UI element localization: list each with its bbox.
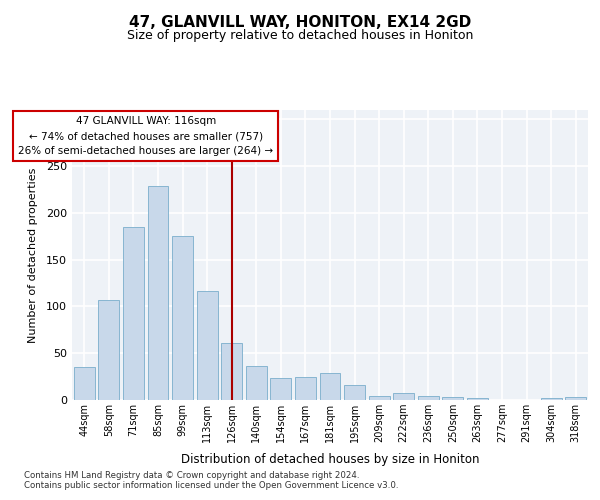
Bar <box>221 343 242 400</box>
Bar <box>123 227 144 400</box>
Bar <box>541 398 562 400</box>
Bar <box>246 366 267 400</box>
Bar <box>368 396 389 400</box>
Bar <box>74 368 95 400</box>
Bar <box>172 236 193 400</box>
Y-axis label: Number of detached properties: Number of detached properties <box>28 168 38 342</box>
Bar <box>467 398 488 400</box>
Text: Contains HM Land Registry data © Crown copyright and database right 2024.
Contai: Contains HM Land Registry data © Crown c… <box>24 470 398 490</box>
Text: 47 GLANVILL WAY: 116sqm
← 74% of detached houses are smaller (757)
26% of semi-d: 47 GLANVILL WAY: 116sqm ← 74% of detache… <box>18 116 273 156</box>
Bar <box>418 396 439 400</box>
Bar <box>344 385 365 400</box>
Bar <box>320 373 340 400</box>
Bar <box>98 300 119 400</box>
X-axis label: Distribution of detached houses by size in Honiton: Distribution of detached houses by size … <box>181 454 479 466</box>
Bar <box>197 290 218 400</box>
Bar <box>271 378 292 400</box>
Bar <box>565 397 586 400</box>
Bar <box>393 394 414 400</box>
Bar <box>295 376 316 400</box>
Text: Size of property relative to detached houses in Honiton: Size of property relative to detached ho… <box>127 28 473 42</box>
Text: 47, GLANVILL WAY, HONITON, EX14 2GD: 47, GLANVILL WAY, HONITON, EX14 2GD <box>129 15 471 30</box>
Bar <box>442 397 463 400</box>
Bar <box>148 186 169 400</box>
